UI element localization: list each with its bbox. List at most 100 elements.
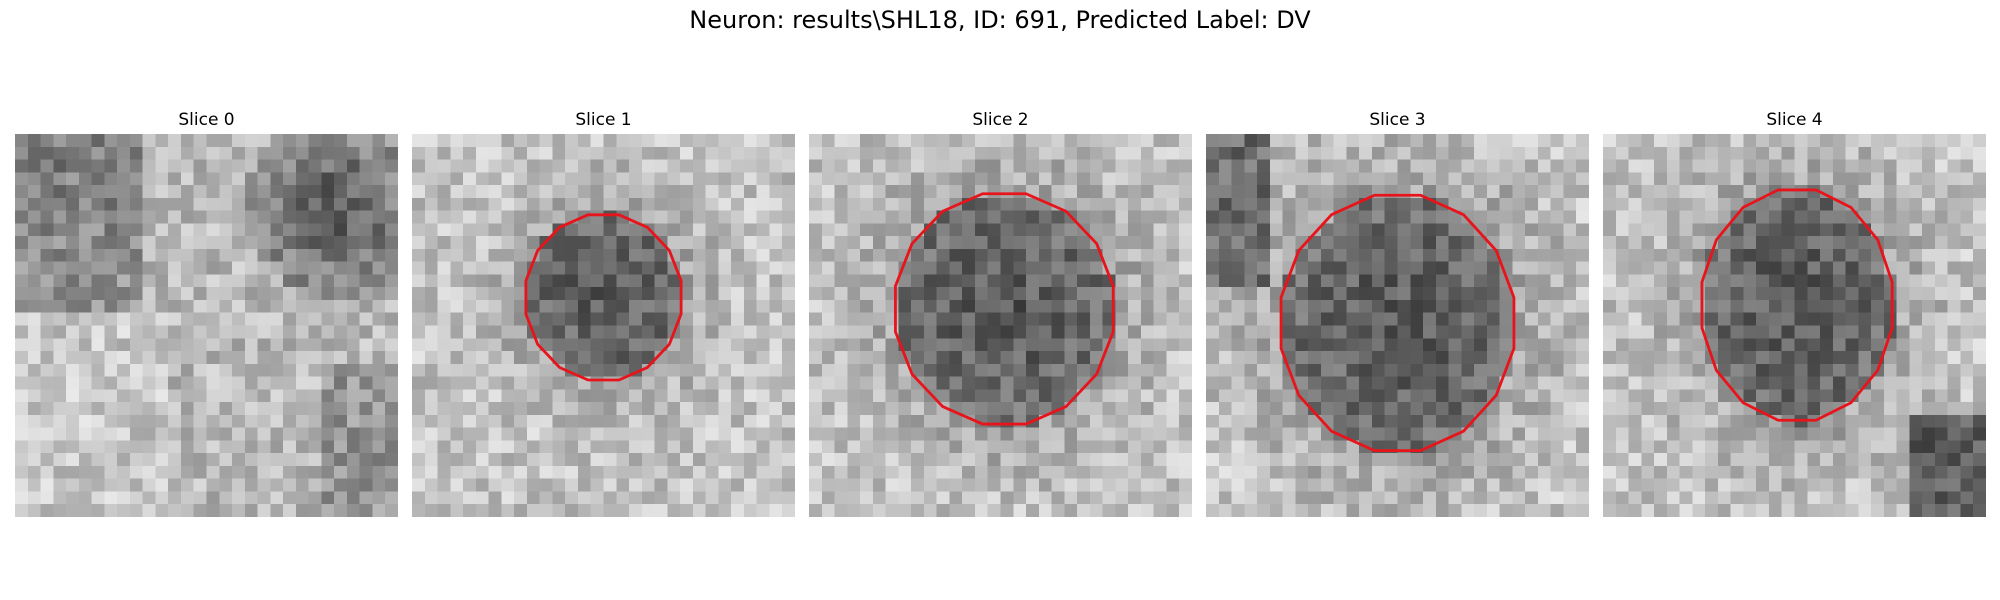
pixel <box>821 299 835 313</box>
pixel <box>1128 172 1142 186</box>
pixel <box>27 478 41 492</box>
pixel <box>424 491 438 505</box>
pixel <box>1717 363 1731 377</box>
pixel <box>1410 312 1424 326</box>
pixel <box>424 465 438 479</box>
pixel <box>1512 453 1526 467</box>
pixel <box>1257 287 1271 301</box>
pixel <box>1934 376 1948 390</box>
pixel <box>1615 440 1629 454</box>
pixel <box>1115 299 1129 313</box>
pixel <box>1269 248 1283 262</box>
pixel <box>488 274 502 288</box>
pixel <box>962 261 976 275</box>
pixel <box>463 210 477 224</box>
pixel <box>1628 427 1642 441</box>
pixel <box>334 402 348 416</box>
pixel <box>1820 338 1834 352</box>
pixel <box>1166 210 1180 224</box>
pixel <box>437 440 451 454</box>
pixel <box>872 504 886 517</box>
pixel <box>1153 261 1167 275</box>
pixel <box>1743 146 1757 160</box>
pixel <box>66 197 80 211</box>
pixel <box>603 325 617 339</box>
pixel <box>53 287 67 301</box>
pixel <box>1960 363 1974 377</box>
pixel <box>641 172 655 186</box>
pixel <box>769 338 783 352</box>
pixel <box>1909 134 1923 148</box>
pixel <box>1461 465 1475 479</box>
pixel <box>885 414 899 428</box>
pixel <box>872 223 886 237</box>
pixel <box>219 414 233 428</box>
pixel <box>590 159 604 173</box>
pixel <box>501 351 515 365</box>
pixel <box>1128 312 1142 326</box>
pixel <box>206 146 220 160</box>
pixel <box>1832 440 1846 454</box>
pixel <box>756 491 770 505</box>
pixel <box>1448 465 1462 479</box>
pixel <box>1679 236 1693 250</box>
pixel <box>1896 248 1910 262</box>
pixel <box>1206 185 1220 199</box>
pixel <box>1692 172 1706 186</box>
pixel <box>1768 236 1782 250</box>
pixel <box>743 351 757 365</box>
pixel <box>987 287 1001 301</box>
pixel <box>834 325 848 339</box>
pixel <box>860 376 874 390</box>
pixel <box>53 376 67 390</box>
pixel <box>1807 261 1821 275</box>
pixel <box>1206 236 1220 250</box>
pixel <box>667 478 681 492</box>
pixel <box>782 325 795 339</box>
pixel <box>1820 134 1834 148</box>
pixel <box>1308 453 1322 467</box>
pixel <box>680 210 694 224</box>
pixel <box>1896 299 1910 313</box>
pixel <box>1743 223 1757 237</box>
pixel <box>1692 223 1706 237</box>
pixel <box>1973 465 1986 479</box>
pixel <box>1922 159 1936 173</box>
pixel <box>206 402 220 416</box>
pixel <box>1423 414 1437 428</box>
pixel <box>1115 223 1129 237</box>
pixel <box>40 146 54 160</box>
pixel <box>346 351 360 365</box>
pixel <box>1308 351 1322 365</box>
pixel <box>1743 338 1757 352</box>
pixel <box>385 146 398 160</box>
pixel <box>270 402 284 416</box>
pixel <box>1371 248 1385 262</box>
pixel <box>1756 134 1770 148</box>
pixel <box>1666 325 1680 339</box>
pixel <box>180 134 194 148</box>
pixel <box>1654 274 1668 288</box>
pixel <box>1973 236 1986 250</box>
pixel <box>552 453 566 467</box>
pixel <box>860 491 874 505</box>
pixel <box>987 440 1001 454</box>
pixel <box>1960 236 1974 250</box>
pixel <box>577 236 591 250</box>
pixel <box>1781 453 1795 467</box>
pixel <box>1461 363 1475 377</box>
pixel <box>1641 223 1655 237</box>
pixel <box>1269 274 1283 288</box>
pixel <box>1537 299 1551 313</box>
pixel <box>1563 185 1577 199</box>
pixel <box>27 325 41 339</box>
pixel <box>769 185 783 199</box>
pixel <box>117 363 131 377</box>
pixel <box>809 159 823 173</box>
pixel <box>27 185 41 199</box>
pixel <box>1512 338 1526 352</box>
pixel <box>1346 185 1360 199</box>
pixel <box>53 478 67 492</box>
pixel <box>756 172 770 186</box>
pixel <box>1423 376 1437 390</box>
